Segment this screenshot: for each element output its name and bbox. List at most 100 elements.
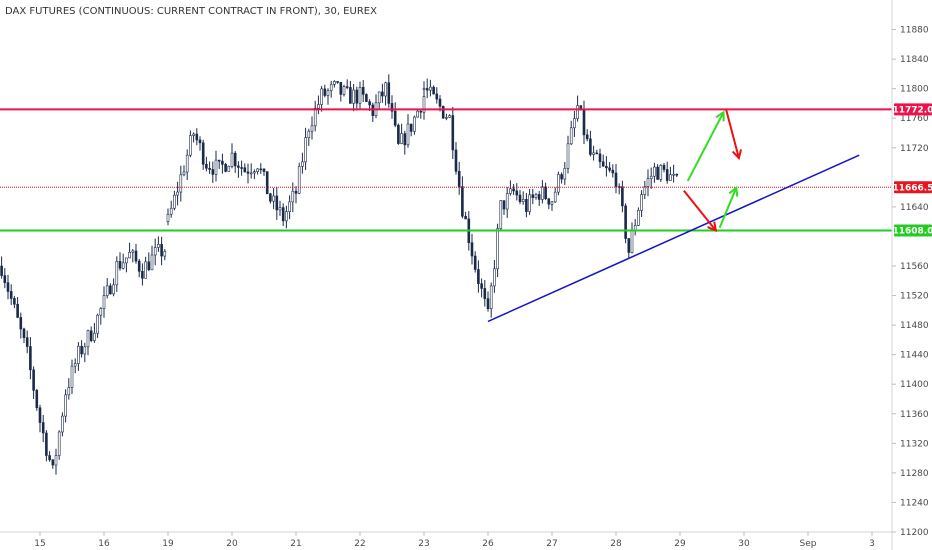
time-axis[interactable]: 15 16 19 20 21 22 23 26 27 28 29 30 Sep 3: [34, 532, 875, 549]
x-tick-label: 22: [354, 539, 365, 549]
candle-body: [566, 143, 570, 169]
candle-body: [544, 186, 547, 200]
candle-body: [195, 133, 199, 141]
candle-body: [93, 332, 96, 341]
candle-body: [275, 195, 279, 211]
y-tick-label: 11320: [900, 439, 929, 449]
up-arrow-upper-head: [715, 110, 725, 122]
candle-body: [342, 86, 346, 95]
candle-body: [134, 250, 138, 262]
candle-body: [585, 134, 589, 140]
y-tick-label: 11520: [900, 292, 929, 302]
candle-body: [505, 193, 509, 210]
candle-body: [96, 314, 99, 334]
candle-body: [646, 178, 650, 187]
candle-body: [51, 459, 55, 466]
candle-body: [473, 255, 477, 270]
candle-body: [582, 109, 586, 136]
candle-body: [189, 135, 192, 156]
candle-body: [598, 153, 602, 163]
x-tick-label: 23: [418, 539, 429, 549]
candle-body: [553, 191, 557, 203]
candle-body: [665, 169, 669, 181]
drawings: [0, 108, 892, 323]
candle-body: [621, 186, 624, 207]
candle-body: [201, 142, 205, 165]
x-tick-label: 29: [674, 539, 686, 549]
candle-body: [377, 91, 381, 104]
candle-body: [237, 165, 240, 168]
candle-body: [41, 422, 45, 434]
candle-body: [278, 207, 282, 211]
candle-body: [656, 166, 659, 180]
candle-body: [329, 84, 333, 91]
candle-body: [57, 431, 61, 456]
candle-body: [525, 198, 528, 212]
candle-body: [649, 175, 653, 179]
candle-body: [569, 127, 573, 145]
y-tick-label: 11720: [900, 144, 929, 154]
candle-body: [381, 91, 384, 97]
candle-body: [659, 164, 663, 180]
candle-body: [477, 269, 480, 284]
candle-body: [185, 154, 189, 173]
candle-body: [125, 257, 128, 264]
candle-body: [608, 167, 611, 171]
y-tick-label: 11360: [900, 410, 929, 420]
x-tick-label: 19: [162, 539, 174, 549]
candle-body: [653, 166, 656, 177]
support-price-label: 11608.0: [893, 227, 932, 237]
candle-body: [317, 104, 320, 109]
candle-body: [221, 160, 224, 165]
candle-body: [262, 168, 266, 172]
candle-body: [339, 82, 343, 95]
candle-body: [643, 186, 647, 195]
candle-body: [227, 166, 231, 172]
candle-body: [67, 387, 71, 396]
candle-body: [243, 167, 247, 173]
candle-body: [163, 251, 167, 257]
candle-body: [521, 198, 525, 203]
candle-body: [435, 93, 439, 100]
candle-body: [89, 330, 93, 341]
candle-body: [349, 87, 352, 104]
candle-body: [496, 228, 499, 270]
candle-body: [179, 174, 183, 193]
candle-body: [310, 125, 314, 132]
y-tick-label: 11480: [900, 321, 929, 331]
candle-body: [3, 275, 7, 283]
candle-body: [297, 166, 301, 194]
candle-body: [595, 152, 599, 155]
x-tick-label: 15: [34, 539, 45, 549]
candle-body: [313, 107, 317, 127]
candle-body: [192, 133, 195, 136]
trendline[interactable]: [487, 154, 860, 323]
candle-body: [48, 455, 51, 461]
y-tick-label: 11440: [900, 351, 929, 361]
candle-body: [115, 261, 119, 286]
candle-body: [19, 317, 23, 330]
candle-body: [387, 82, 391, 104]
candle-body: [573, 118, 576, 129]
candle-body: [669, 174, 672, 181]
candle-body: [589, 138, 592, 155]
candle-body: [86, 330, 90, 348]
candle-body: [368, 101, 371, 106]
candle-body: [627, 238, 631, 253]
price-axis[interactable]: 11200 11240 11280 11320 11360 11400 11440 11480…: [892, 26, 929, 538]
candle-body: [422, 88, 426, 90]
down-arrow-upper-head: [731, 149, 743, 161]
candle-body: [429, 86, 432, 91]
candle-body: [240, 167, 243, 169]
candle-body: [64, 394, 67, 417]
candle-body: [112, 284, 115, 295]
candlesticks: [0, 74, 679, 475]
candle-body: [249, 172, 253, 175]
candle-body: [153, 247, 157, 256]
x-tick-label: 21: [290, 539, 301, 549]
candle-body: [259, 168, 263, 171]
candle-body: [365, 94, 368, 102]
candle-body: [489, 285, 493, 309]
candle-body: [416, 110, 419, 118]
